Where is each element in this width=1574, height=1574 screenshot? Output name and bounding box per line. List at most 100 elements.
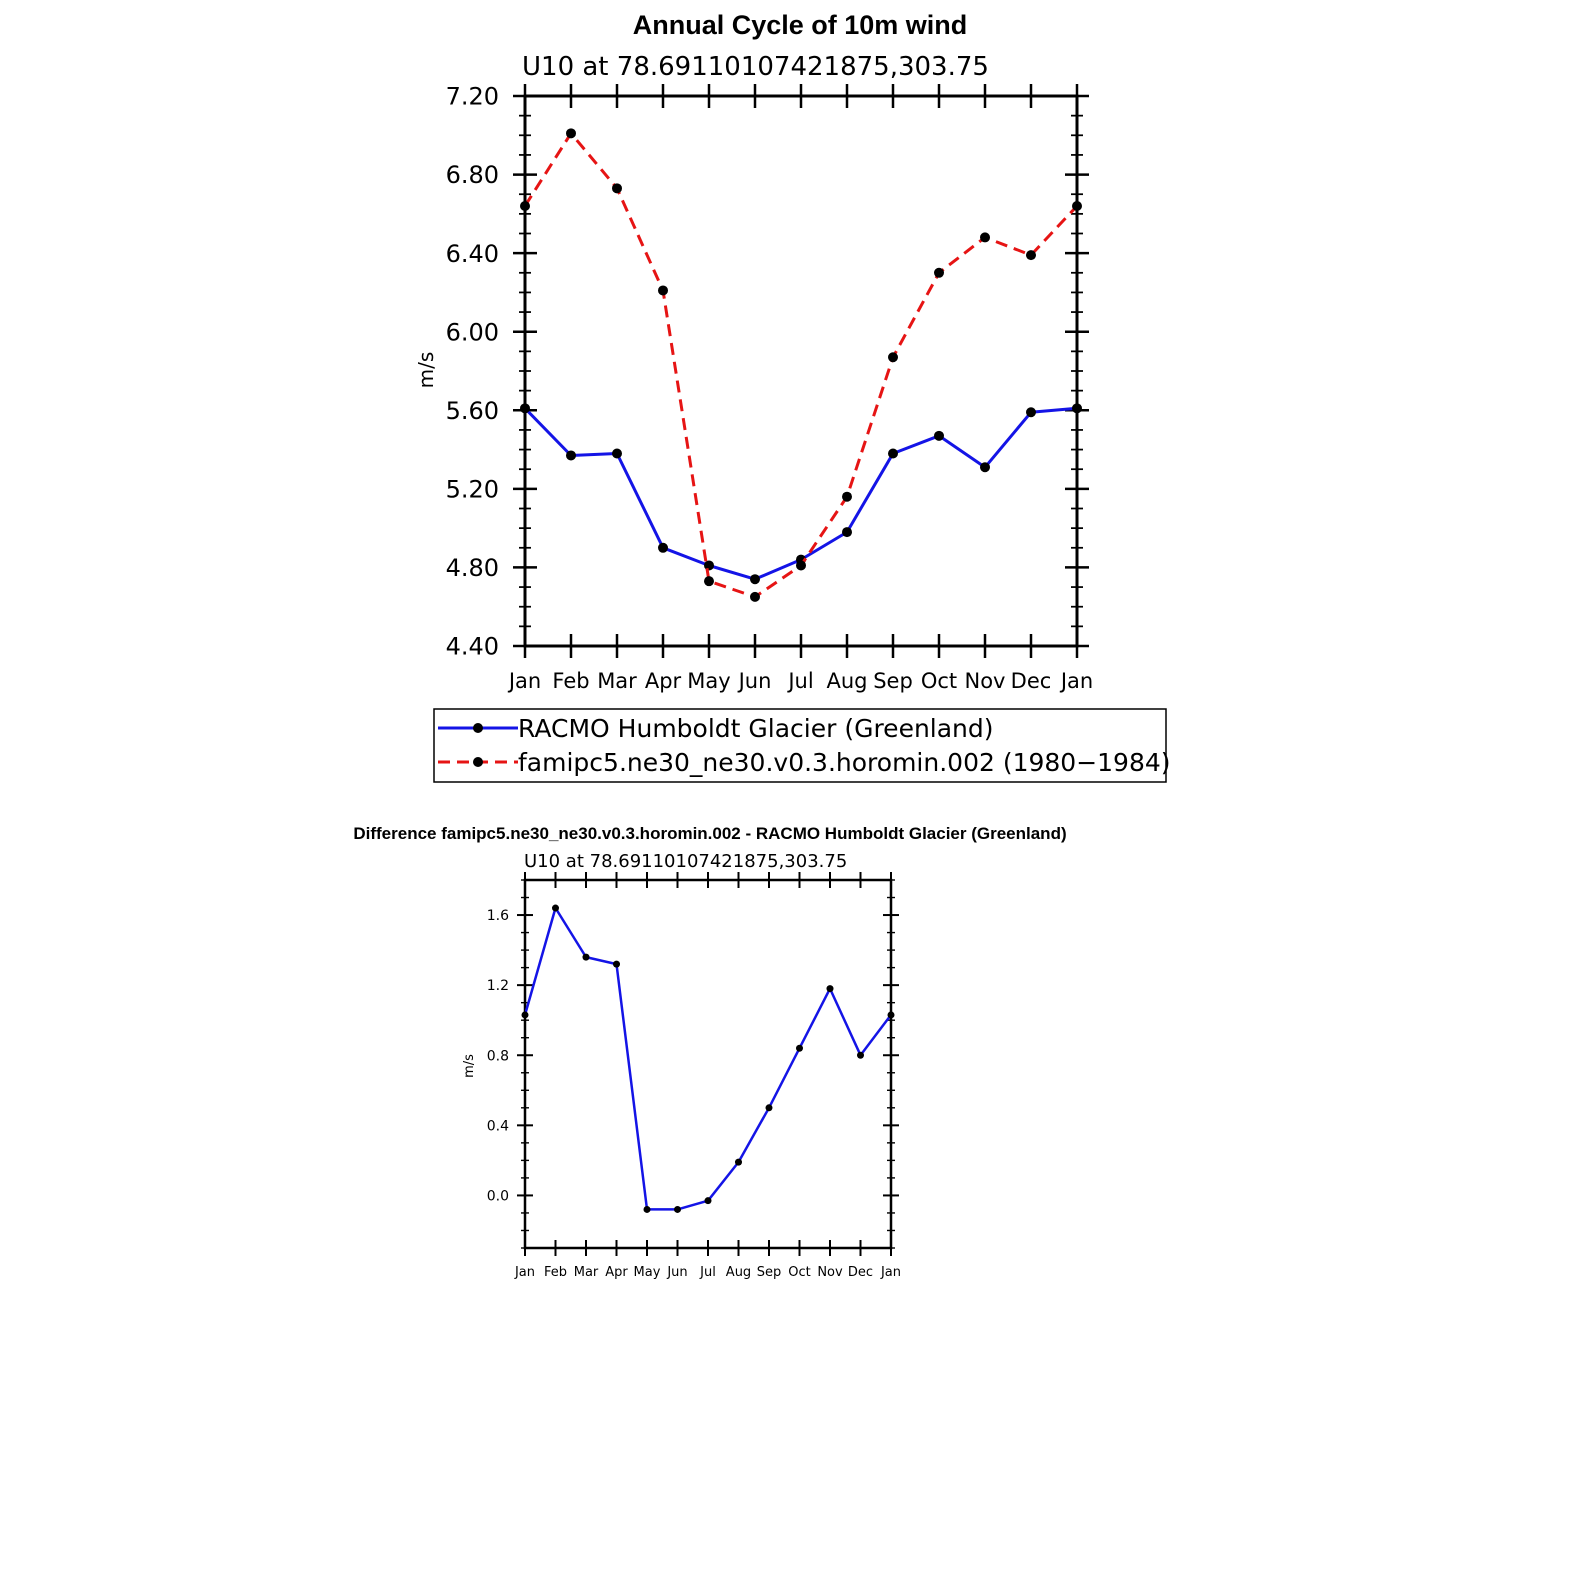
- data-point: [704, 1197, 712, 1205]
- x-tick-label: Aug: [726, 1265, 751, 1280]
- data-point: [552, 904, 559, 912]
- chart2-series: [521, 904, 895, 1213]
- data-point: [704, 576, 714, 587]
- x-tick-label: Apr: [645, 669, 682, 693]
- data-point: [934, 430, 944, 441]
- y-tick-label: 6.40: [446, 240, 499, 268]
- chart2-ticks: [517, 872, 899, 1256]
- legend-marker-racmo: [473, 723, 483, 733]
- x-tick-label: Sep: [757, 1265, 782, 1280]
- chart2-title: Difference famipc5.ne30_ne30.v0.3.horomi…: [353, 824, 1066, 843]
- x-tick-label: Feb: [552, 669, 589, 693]
- chart1-title: Annual Cycle of 10m wind: [633, 10, 968, 40]
- data-point: [520, 403, 530, 414]
- x-tick-label: Oct: [921, 669, 957, 693]
- data-point: [658, 285, 668, 296]
- data-point: [612, 183, 622, 194]
- y-tick-label: 4.80: [446, 554, 499, 582]
- y-tick-label: 0.8: [487, 1048, 509, 1064]
- y-tick-label: 4.40: [446, 633, 499, 661]
- data-point: [521, 1011, 529, 1019]
- data-point: [842, 527, 852, 538]
- y-tick-label: 1.6: [487, 908, 509, 924]
- data-point: [582, 953, 590, 961]
- data-point: [520, 201, 530, 211]
- legend-label-racmo: RACMO Humboldt Glacier (Greenland): [518, 714, 994, 743]
- data-point: [566, 128, 576, 139]
- chart1-ytick-labels: 4.40 4.80 5.20 5.60 6.00 6.40 6.80 7.20: [446, 83, 499, 661]
- x-tick-label: Nov: [817, 1265, 843, 1280]
- y-tick-label: 5.20: [446, 475, 499, 503]
- y-tick-label: 5.60: [446, 397, 499, 425]
- data-point: [857, 1051, 864, 1059]
- x-tick-label: May: [634, 1265, 661, 1280]
- chart1-legend: RACMO Humboldt Glacier (Greenland) famip…: [433, 708, 1171, 783]
- chart2-subtitle: U10 at 78.69110107421875,303.75: [524, 851, 847, 872]
- x-tick-label: Sep: [873, 669, 913, 693]
- y-tick-label: 0.0: [487, 1188, 509, 1204]
- data-point: [888, 448, 898, 459]
- data-point: [842, 491, 852, 502]
- legend-label-famipc5: famipc5.ne30_ne30.v0.3.horomin.002 (1980…: [518, 748, 1171, 777]
- data-point: [750, 574, 760, 585]
- x-tick-label: Jan: [514, 1265, 535, 1280]
- data-point: [750, 591, 760, 602]
- x-tick-label: Dec: [848, 1265, 873, 1280]
- data-point: [796, 1044, 803, 1052]
- y-tick-label: 0.4: [487, 1118, 509, 1134]
- data-point: [796, 560, 806, 571]
- data-point: [704, 560, 714, 571]
- chart1-xtick-labels: Jan Feb Mar Apr May Jun Jul Aug Sep Oct Nov Dec Jan: [507, 669, 1093, 693]
- x-tick-label: Mar: [574, 1265, 599, 1280]
- legend-marker-famipc5: [473, 757, 483, 767]
- x-tick-label: Jan: [507, 669, 541, 693]
- data-point: [566, 450, 576, 461]
- data-point: [887, 1011, 895, 1019]
- x-tick-label: Jan: [880, 1265, 901, 1280]
- x-tick-label: Jul: [699, 1265, 716, 1280]
- x-tick-label: Feb: [544, 1265, 567, 1280]
- x-tick-label: May: [687, 669, 730, 693]
- chart1-series: [520, 128, 1082, 602]
- y-tick-label: 6.80: [446, 161, 499, 189]
- x-tick-label: Apr: [605, 1265, 628, 1280]
- y-tick-label: 6.00: [446, 318, 499, 346]
- chart1-ylabel: m/s: [414, 352, 438, 389]
- chart2-plot-frame: [523, 878, 893, 1250]
- x-tick-label: Aug: [826, 669, 867, 693]
- legend-box: [433, 708, 1167, 783]
- x-tick-label: Jul: [786, 669, 813, 693]
- data-point: [826, 985, 834, 993]
- annual-cycle-chart: Annual Cycle of 10m wind U10 at 78.69110…: [414, 10, 1171, 783]
- data-point: [658, 542, 668, 553]
- data-point: [613, 960, 620, 968]
- data-point: [1026, 250, 1036, 261]
- chart1-subtitle: U10 at 78.69110107421875,303.75: [522, 52, 989, 82]
- x-tick-label: Dec: [1011, 669, 1052, 693]
- series-line-1: [523, 131, 1079, 599]
- x-tick-label: Mar: [597, 669, 637, 693]
- x-tick-label: Jan: [1059, 669, 1093, 693]
- data-point: [735, 1158, 742, 1166]
- data-point: [1072, 201, 1082, 211]
- data-point: [612, 448, 622, 459]
- chart2-xtick-labels: Jan Feb Mar Apr May Jun Jul Aug Sep Oct Nov Dec Jan: [514, 1265, 901, 1280]
- series-line-0: [523, 906, 892, 1211]
- chart2-ylabel: m/s: [462, 1054, 477, 1078]
- x-tick-label: Jun: [666, 1265, 687, 1280]
- chart1-ticks: [513, 84, 1089, 658]
- x-tick-label: Jun: [737, 669, 772, 693]
- data-point: [980, 232, 990, 243]
- data-point: [765, 1104, 773, 1112]
- data-point: [1026, 407, 1036, 418]
- difference-chart: Difference famipc5.ne30_ne30.v0.3.horomi…: [353, 824, 1066, 1280]
- data-point: [888, 352, 898, 363]
- y-tick-label: 1.2: [487, 978, 509, 994]
- y-tick-label: 7.20: [446, 83, 499, 111]
- series-line-0: [523, 406, 1078, 581]
- data-point: [934, 267, 944, 278]
- x-tick-label: Oct: [788, 1265, 810, 1280]
- data-point: [674, 1205, 681, 1213]
- data-point: [980, 462, 990, 473]
